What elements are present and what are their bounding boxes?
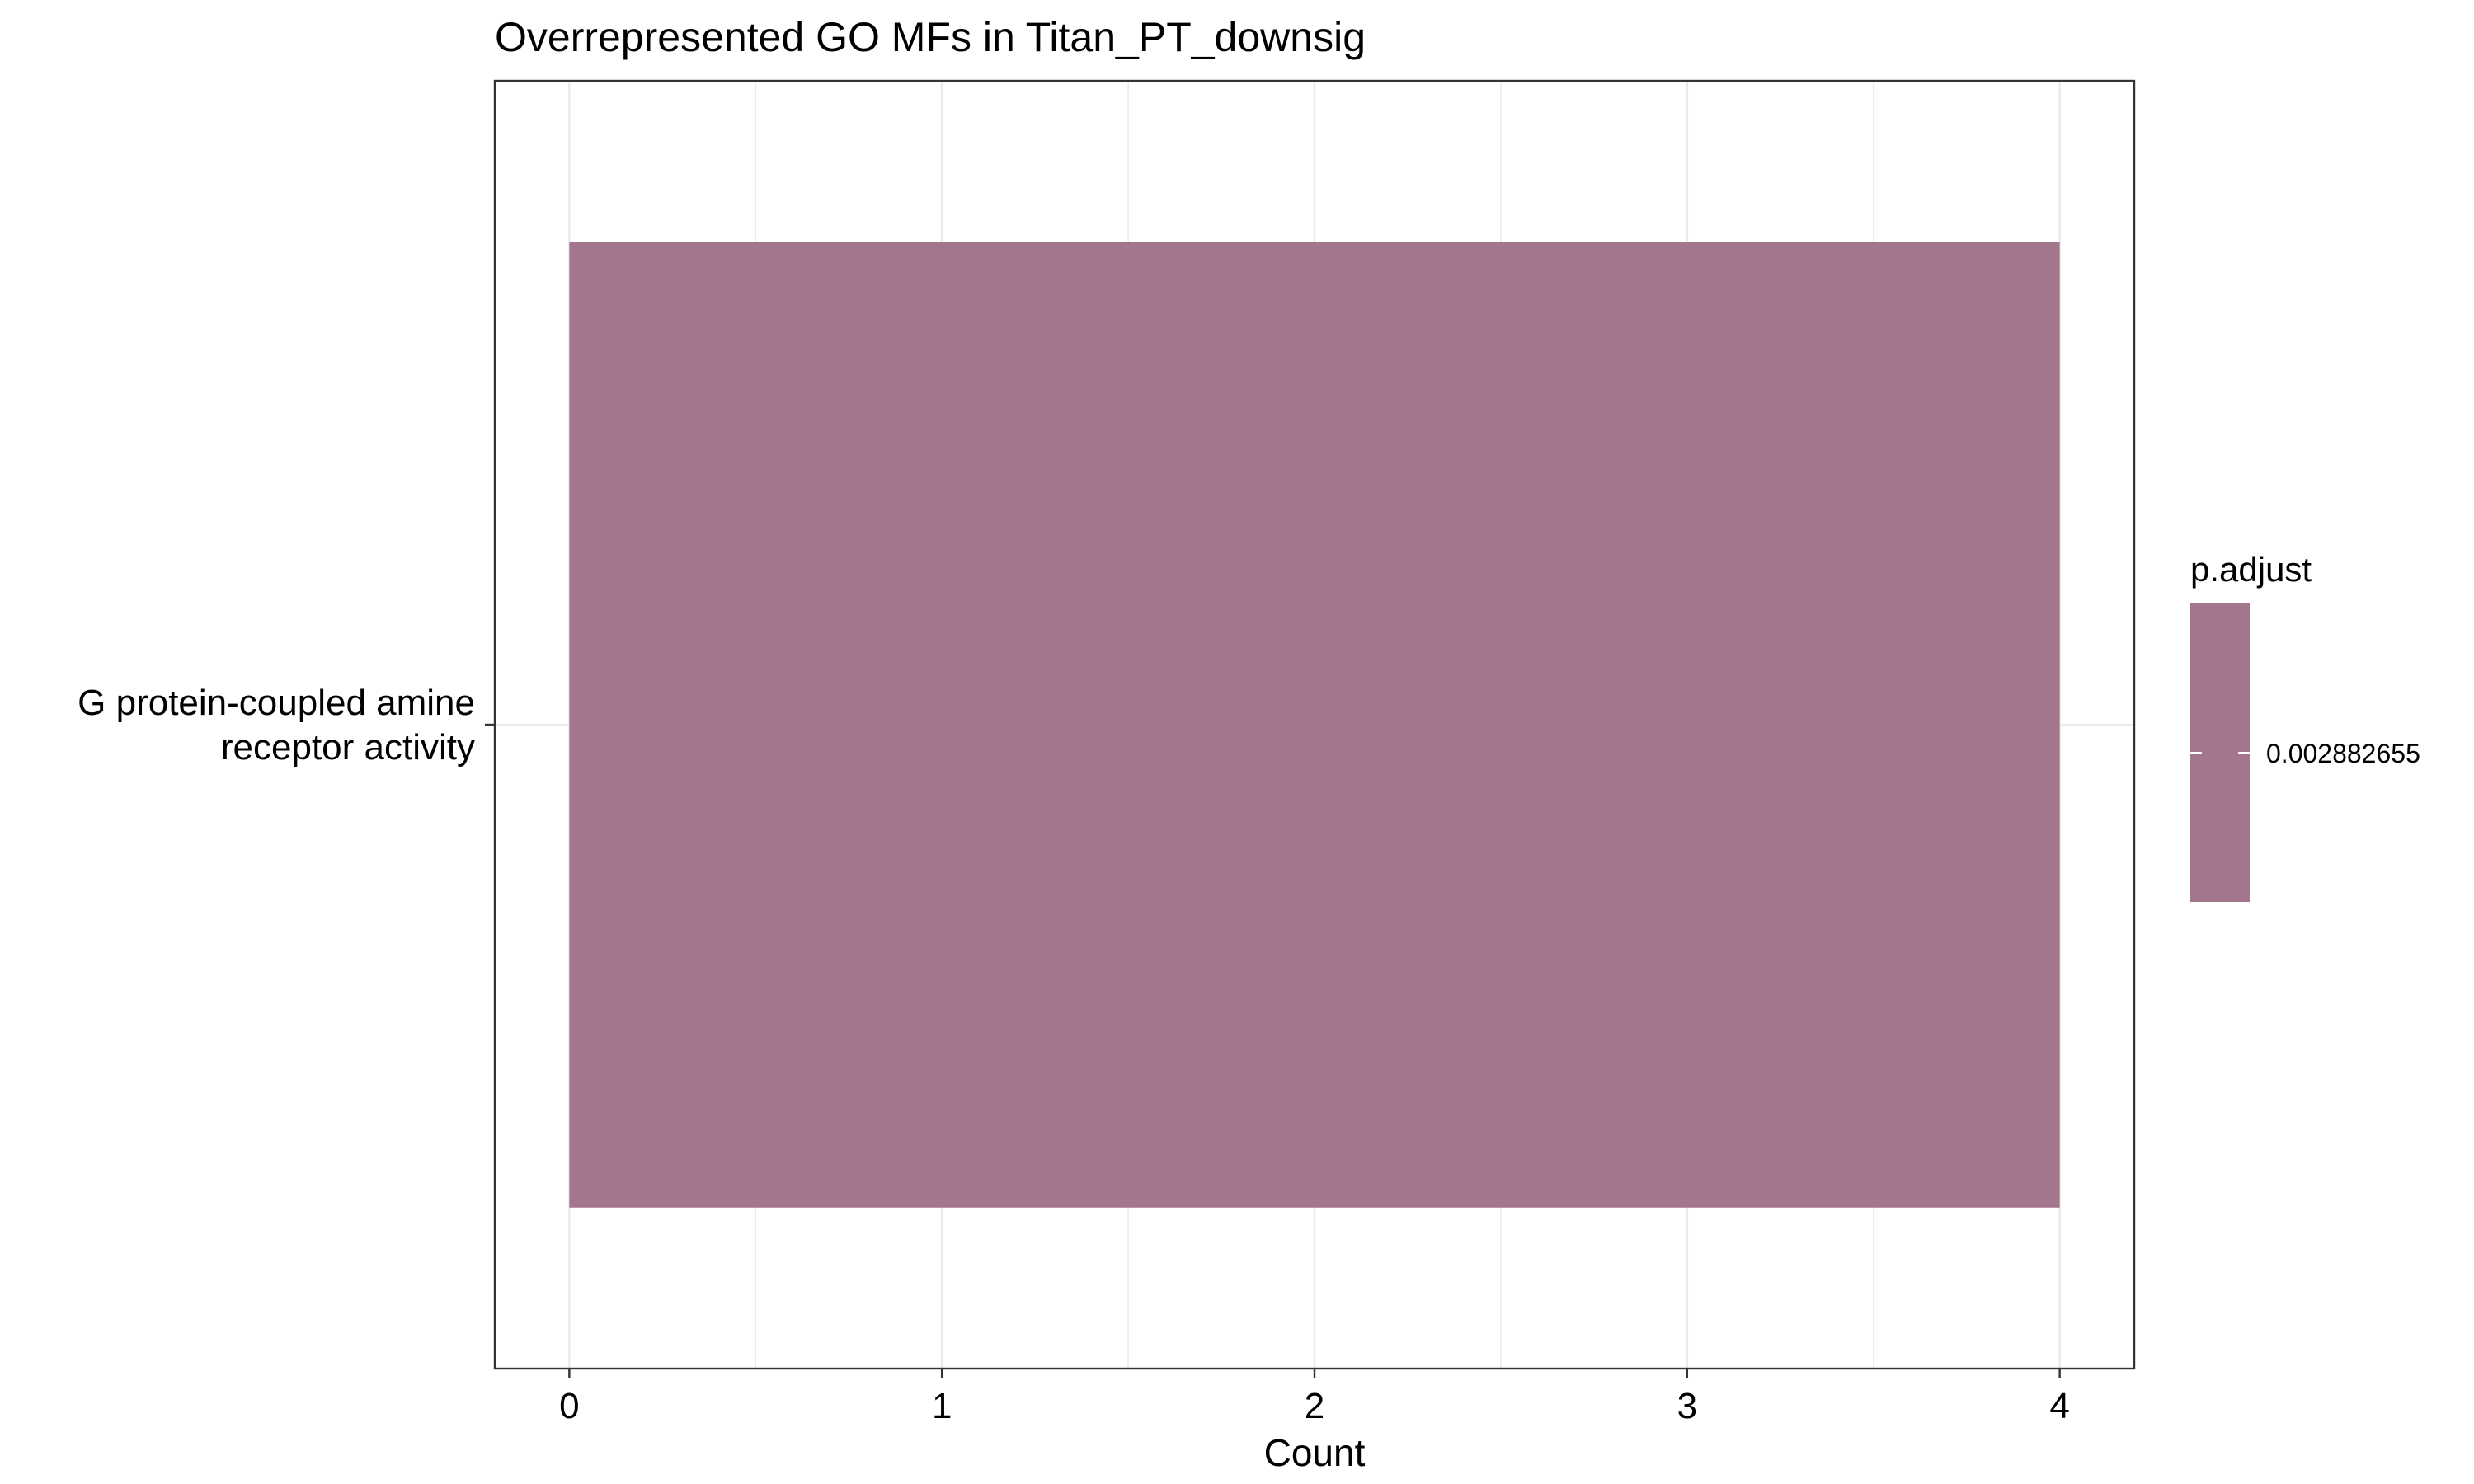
bars: [569, 242, 2060, 1208]
x-tick-label: 0: [559, 1386, 579, 1426]
legend-title: p.adjust: [2190, 550, 2312, 589]
legend-label: 0.002882655: [2266, 739, 2420, 768]
y-tick-label: G protein-coupled amine receptor activity: [78, 683, 475, 768]
x-tick-label: 2: [1305, 1386, 1324, 1426]
x-axis: 0 1 2 3 4: [559, 1369, 2070, 1426]
chart-title: Overrepresented GO MFs in Titan_PT_downs…: [495, 14, 1366, 60]
x-axis-title: Count: [1264, 1431, 1366, 1474]
x-tick-label: 4: [2049, 1386, 2069, 1426]
legend: p.adjust 0.002882655: [2190, 550, 2420, 902]
x-tick-label: 1: [932, 1386, 952, 1426]
plot-panel: [493, 79, 2136, 1370]
y-axis: G protein-coupled amine receptor activity: [78, 683, 495, 768]
bar: [569, 242, 2060, 1208]
x-tick-label: 3: [1677, 1386, 1697, 1426]
